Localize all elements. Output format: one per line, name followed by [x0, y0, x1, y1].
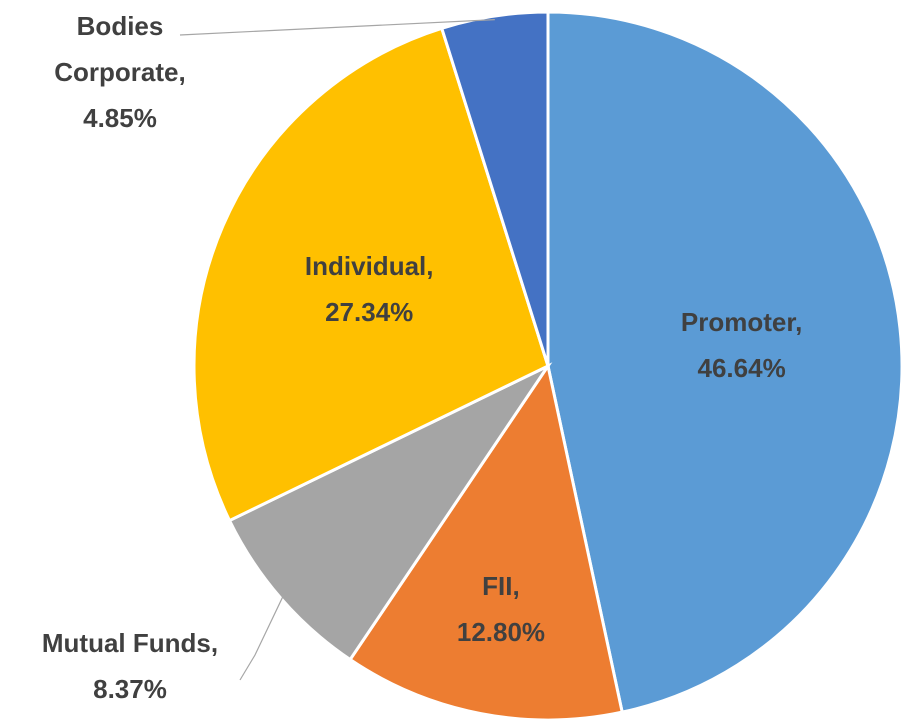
label-separator: , [178, 57, 186, 87]
label-value: 8.37% [93, 674, 167, 704]
leader-line [239, 595, 284, 681]
label-category: FII [482, 571, 513, 602]
label-value: 46.64% [697, 353, 786, 384]
data-label: FII, 12.80% [457, 563, 545, 655]
data-label: Individual, 27.34% [305, 243, 434, 335]
data-label: Bodies Corporate, 4.85% [35, 3, 205, 141]
pie-slice [348, 362, 624, 722]
label-category: Bodies Corporate [54, 11, 179, 87]
label-separator: , [210, 628, 219, 658]
pie-slice [439, 10, 550, 367]
label-value: 27.34% [325, 296, 414, 327]
data-label: Promoter, 46.64% [681, 299, 802, 391]
label-value: 4.85% [83, 103, 157, 133]
label-separator: , [795, 307, 803, 338]
pie-slice [227, 362, 553, 662]
pie-slice [192, 26, 550, 523]
pie-slice [546, 10, 904, 714]
leader-line [179, 19, 495, 36]
label-separator: , [426, 250, 434, 281]
label-category: Mutual Funds [41, 628, 211, 658]
label-value: 12.80% [456, 617, 546, 648]
label-category: Individual [304, 250, 427, 281]
data-label: Mutual Funds, 8.37% [0, 620, 260, 712]
label-category: Promoter [680, 307, 796, 338]
label-separator: , [512, 571, 520, 602]
